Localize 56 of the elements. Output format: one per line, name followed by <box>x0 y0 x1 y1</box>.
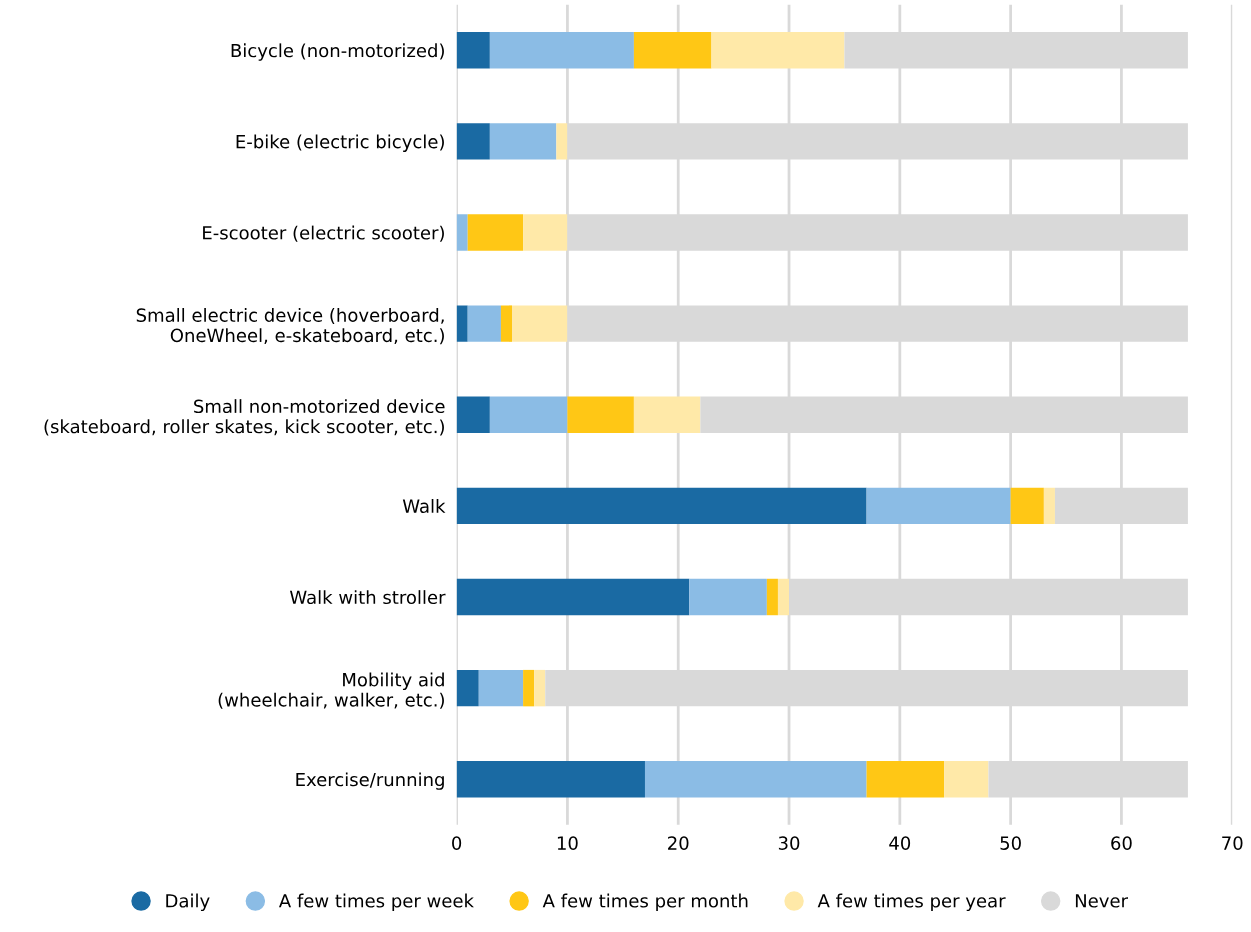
bar <box>633 32 712 69</box>
legend-label: A few times per month <box>542 893 748 912</box>
bar <box>467 305 501 342</box>
x-tick-label: 10 <box>557 836 578 850</box>
bar <box>456 214 468 251</box>
bar <box>711 32 845 69</box>
bar <box>456 487 867 525</box>
legend-label: A few times per year <box>817 893 1006 912</box>
bar <box>689 578 767 616</box>
bar <box>456 669 479 707</box>
y-tick-label: E-scooter (electric scooter) <box>203 225 444 242</box>
x-tick-label: 30 <box>778 836 800 850</box>
bar <box>467 214 524 251</box>
bar <box>534 669 546 707</box>
bar <box>556 123 568 160</box>
x-tick-label: 20 <box>668 836 689 850</box>
bar <box>644 761 867 798</box>
bar <box>523 669 535 707</box>
bar <box>866 761 945 798</box>
y-tick-label: Walk with stroller <box>289 590 446 605</box>
bar <box>866 487 1011 525</box>
y-tick-label: Bicycle (non-motorized) <box>231 43 444 61</box>
bar <box>456 578 690 616</box>
x-tick-label: 60 <box>1111 836 1132 850</box>
x-tick-label: 70 <box>1222 836 1243 850</box>
x-tick-label: 0 <box>452 836 462 850</box>
bar <box>489 32 634 69</box>
bar <box>456 761 645 798</box>
legend-label: A few times per week <box>278 893 474 912</box>
bar <box>489 396 568 433</box>
bar <box>512 305 568 342</box>
bar <box>478 669 524 707</box>
bar <box>944 761 989 798</box>
legend-label: Never <box>1075 894 1128 908</box>
bar <box>567 396 634 433</box>
bar <box>1043 487 1055 525</box>
bar <box>500 305 513 342</box>
bar <box>1010 487 1044 525</box>
bar <box>633 396 701 433</box>
legend-label: Daily <box>166 893 210 912</box>
y-tick-label: Small non-motorized device (skateboard, roller skates, kick scooter, etc.) <box>44 399 445 436</box>
bar <box>766 578 778 616</box>
y-tick-label: Mobility aid (wheelchair, walker, etc.) <box>218 672 444 709</box>
bar <box>777 578 790 616</box>
bar <box>456 305 468 342</box>
y-tick-label: Exercise/running <box>296 772 444 790</box>
x-tick-label: 40 <box>889 836 911 850</box>
x-tick-label: 50 <box>1000 836 1021 850</box>
y-tick-label: Walk <box>402 499 446 513</box>
bar <box>456 396 490 433</box>
bar <box>456 123 490 160</box>
y-tick-label: E-bike (electric bicycle) <box>236 134 444 152</box>
bar <box>523 214 568 251</box>
y-tick-label: Small electric device (hoverboard, OneWheel, e-skateboard, etc.) <box>136 308 444 345</box>
bar <box>489 123 557 160</box>
bar <box>456 32 490 69</box>
